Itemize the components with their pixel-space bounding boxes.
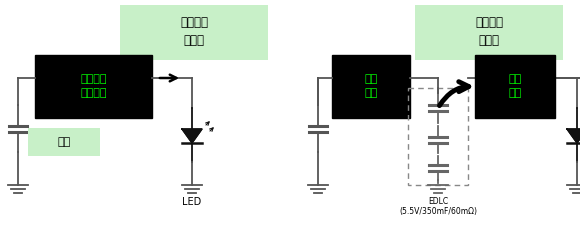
FancyBboxPatch shape	[35, 55, 152, 118]
Text: 无法通过
大电流: 无法通过 大电流	[180, 16, 208, 48]
Text: 升压电路
电流控制: 升压电路 电流控制	[80, 75, 107, 98]
Polygon shape	[567, 129, 580, 143]
Text: EDLC
(5.5V/350mF/60mΩ): EDLC (5.5V/350mF/60mΩ)	[399, 197, 477, 216]
Text: 可以通过
大电流: 可以通过 大电流	[475, 16, 503, 48]
Text: 升压
电路: 升压 电路	[364, 75, 378, 98]
FancyBboxPatch shape	[120, 5, 268, 60]
FancyBboxPatch shape	[475, 55, 555, 118]
Text: 电池: 电池	[57, 137, 71, 147]
Bar	[408, 88, 468, 185]
Text: 电流
控制: 电流 控制	[509, 75, 521, 98]
Text: LED: LED	[182, 197, 202, 207]
FancyBboxPatch shape	[415, 5, 563, 60]
Polygon shape	[182, 129, 202, 143]
FancyBboxPatch shape	[332, 55, 410, 118]
FancyBboxPatch shape	[28, 128, 100, 156]
